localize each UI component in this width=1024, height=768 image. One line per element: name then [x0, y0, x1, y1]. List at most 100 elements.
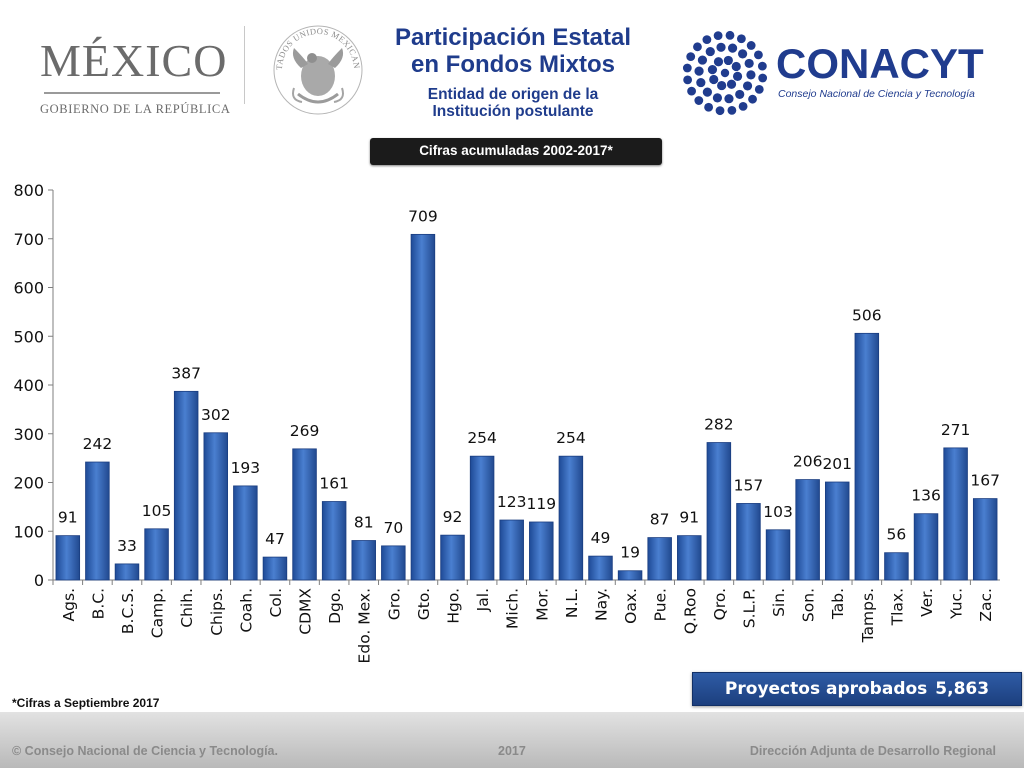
bar-value-label: 91: [58, 509, 78, 527]
conacyt-dots-icon: [682, 30, 768, 116]
x-category-label: Camp.: [149, 588, 167, 638]
conacyt-dot: [715, 106, 725, 116]
bar-edo-mex: [351, 540, 376, 581]
conacyt-dot: [705, 46, 715, 57]
y-tick-label: 200: [13, 474, 44, 493]
bar-mor: [529, 521, 554, 581]
conacyt-dot: [687, 86, 696, 96]
conacyt-subtitle: Consejo Nacional de Ciencia y Tecnología: [778, 88, 975, 100]
conacyt-dot: [731, 61, 741, 72]
page-title-line2: en Fondos Mixtos: [411, 51, 615, 78]
conacyt-dot: [720, 68, 730, 78]
x-category-label: Edo. Mex.: [356, 588, 374, 663]
y-tick-label: 100: [13, 522, 44, 541]
conacyt-dot: [727, 105, 737, 115]
gov-logo-subtitle: GOBIERNO DE LA REPÚBLICA: [40, 102, 231, 116]
conacyt-dot: [742, 81, 753, 91]
bar-chart: 0 100 200 300 400 500 600 700 800 Ags. B.C. B.C.S. C…: [13, 181, 1000, 663]
bar-value-label: 506: [852, 306, 882, 324]
bar-camp: [144, 528, 169, 581]
bar-value-label: 33: [117, 537, 137, 555]
y-tick-label: 0: [34, 571, 44, 590]
total-projects-label: Proyectos aprobados: [724, 679, 928, 699]
bar-value-label: 119: [527, 495, 557, 513]
bar-gto: [410, 233, 436, 581]
y-tick-label: 500: [13, 327, 44, 346]
bar-mich: [499, 519, 524, 581]
footer-direction: Dirección Adjunta de Desarrollo Regional: [749, 744, 996, 758]
bar-value-label: 201: [822, 455, 852, 473]
bar-gro: [381, 545, 406, 581]
x-category-label: Yuc.: [948, 588, 966, 620]
conacyt-dot: [744, 58, 754, 69]
bar-value-label: 387: [171, 364, 201, 382]
gov-logo-rule: [44, 92, 220, 94]
conacyt-dot: [686, 52, 696, 62]
conacyt-dot: [735, 89, 745, 100]
conacyt-dot: [746, 41, 756, 50]
bar-dgo: [321, 501, 347, 581]
x-category-label: Pue.: [652, 588, 670, 621]
bar-value-label: 157: [734, 476, 764, 494]
x-category-label: Chih.: [178, 588, 196, 628]
conacyt-dot: [725, 30, 735, 40]
bar-value-label: 81: [354, 514, 374, 532]
bar-son: [795, 479, 820, 581]
x-category-label: Hgo.: [445, 588, 463, 624]
conacyt-dot: [697, 55, 708, 65]
bar-value-label: 271: [941, 421, 971, 439]
x-category-label: Dgo.: [326, 588, 344, 624]
bar-value-label: 103: [763, 503, 793, 521]
conacyt-dot: [732, 71, 743, 81]
x-category-label: Zac.: [977, 588, 995, 622]
x-category-label: Tab.: [829, 588, 847, 620]
conacyt-dot: [713, 31, 723, 41]
bar-value-label: 242: [83, 435, 113, 453]
x-category-label: B.C.S.: [119, 588, 137, 634]
bar-value-label: 193: [231, 459, 261, 477]
bar-value-label: 254: [556, 429, 586, 447]
x-category-label: Oax.: [622, 588, 640, 624]
bar-value-label: 206: [793, 453, 823, 471]
footer-copyright: © Consejo Nacional de Ciencia y Tecnolog…: [12, 744, 278, 758]
footnote: *Cifras a Septiembre 2017: [12, 696, 160, 710]
conacyt-dot: [724, 94, 734, 104]
bar-value-label: 161: [319, 475, 349, 493]
bar-b-c: [85, 461, 110, 581]
bar-chih: [173, 390, 199, 581]
bar-value-label: 254: [467, 429, 497, 447]
x-category-label: Nay.: [592, 588, 610, 621]
conacyt-dot: [712, 93, 723, 103]
conacyt-logo: CONACYT Consejo Nacional de Ciencia y Te…: [680, 28, 1000, 118]
bar-ags: [55, 535, 81, 581]
x-category-label: Ver.: [918, 588, 936, 617]
conacyt-dot: [723, 55, 733, 66]
bar-q-roo: [677, 535, 702, 581]
bar-zac: [972, 498, 998, 581]
bar-tlax: [884, 552, 909, 581]
header-divider: [244, 26, 245, 104]
conacyt-dot: [727, 43, 738, 53]
bar-value-label: 91: [679, 509, 699, 527]
conacyt-dot: [696, 77, 706, 88]
conacyt-dot: [702, 35, 712, 44]
bar-value-label: 123: [497, 493, 527, 511]
bar-s-l-p: [736, 503, 761, 581]
y-tick-label: 400: [13, 376, 44, 395]
footer-year: 2017: [498, 744, 526, 758]
conacyt-word: CONACYT: [776, 40, 984, 87]
cifras-badge: Cifras acumuladas 2002-2017*: [370, 138, 662, 165]
x-category-label: S.L.P.: [740, 588, 758, 628]
bar-value-label: 302: [201, 406, 231, 424]
y-tick-label: 600: [13, 279, 44, 298]
conacyt-dot: [746, 70, 756, 80]
conacyt-dot: [694, 96, 704, 105]
conacyt-dot: [713, 57, 724, 67]
footer-bar: © Consejo Nacional de Ciencia y Tecnolog…: [0, 712, 1024, 768]
total-projects-value: 5,863: [935, 679, 990, 699]
bar-n-l: [558, 455, 584, 581]
x-category-label: Sin.: [770, 588, 788, 617]
bar-qro: [706, 442, 732, 581]
x-category-label: Mich.: [504, 588, 522, 629]
gov-logo-word: MÉXICO: [40, 35, 228, 86]
